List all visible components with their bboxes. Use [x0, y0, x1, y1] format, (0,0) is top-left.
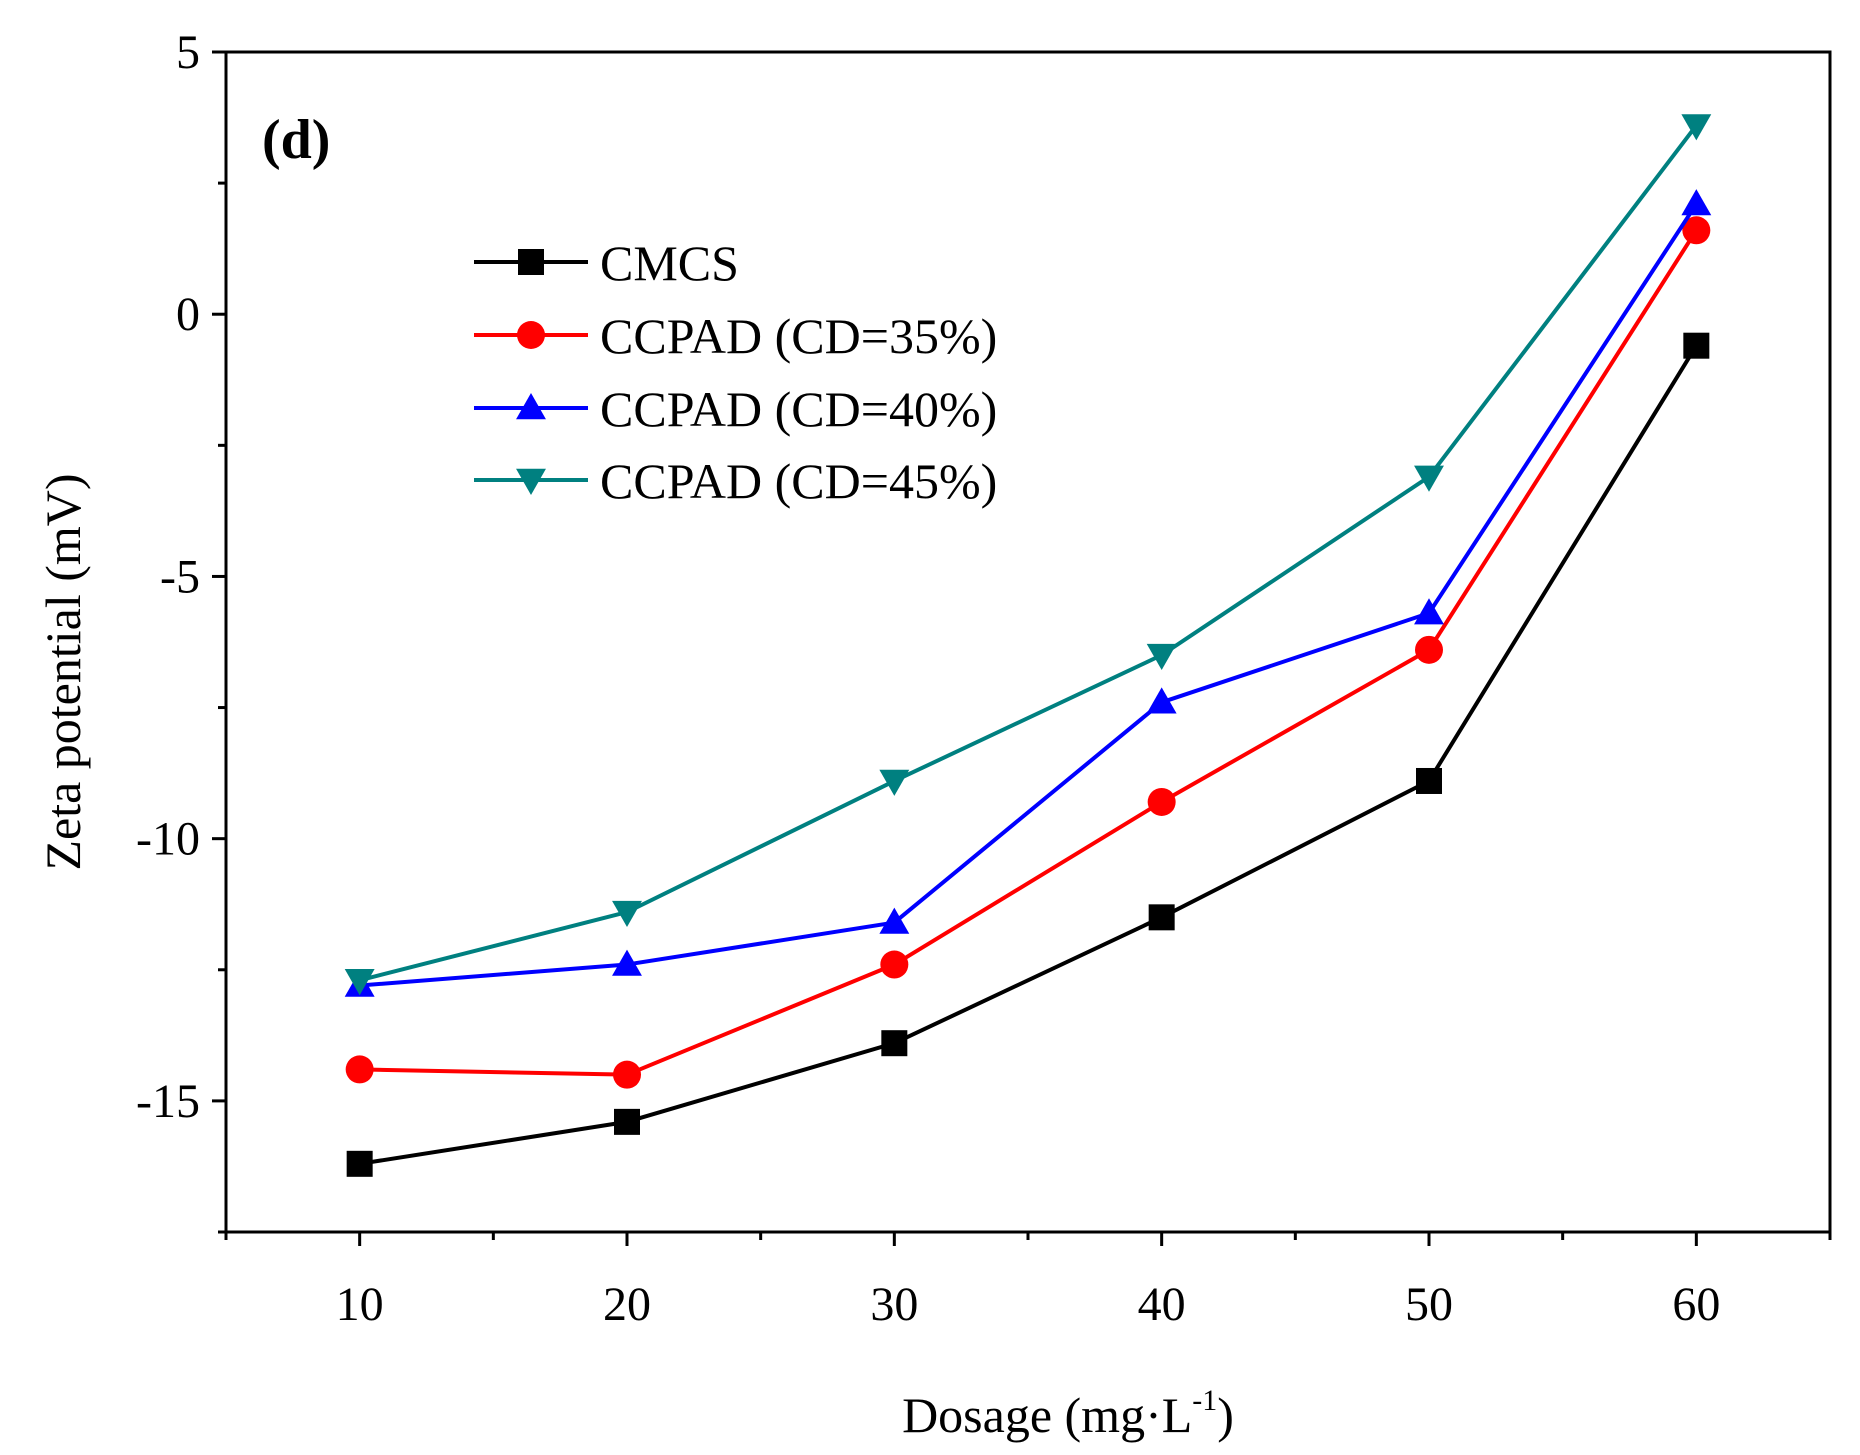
- legend-item-1: CMCS: [474, 235, 739, 291]
- panel-label: (d): [262, 109, 330, 171]
- legend-label: CCPAD (CD=45%): [600, 453, 997, 509]
- legend-item-4: CCPAD (CD=45%): [474, 453, 997, 509]
- legend-label: CCPAD (CD=35%): [600, 308, 997, 364]
- series-2: [345, 216, 1711, 1089]
- data-point: [879, 769, 910, 796]
- series-3: [344, 189, 1712, 997]
- series-line: [359, 124, 1698, 983]
- data-point: [1681, 189, 1712, 216]
- legend: CMCS CCPAD (CD=35%) CCPAD (CD=40%) CCPAD (C…: [474, 235, 997, 509]
- x-tick-label: 50: [1405, 1278, 1453, 1331]
- data-point: [879, 907, 910, 934]
- series-line: [359, 344, 1699, 1166]
- x-tick-label: 40: [1138, 1278, 1186, 1331]
- x-axis-title-close: ): [1217, 1387, 1234, 1443]
- x-axis-title-main: Dosage (mg·L: [902, 1387, 1192, 1443]
- data-point: [1682, 216, 1711, 245]
- y-tick-label: -15: [136, 1075, 200, 1128]
- data-point: [612, 949, 642, 976]
- legend-marker: [517, 321, 545, 349]
- legend-marker: [516, 468, 546, 495]
- y-tick-label: 5: [176, 26, 200, 79]
- data-point: [345, 1055, 374, 1084]
- data-point: [614, 1108, 640, 1135]
- x-tick-label: 60: [1672, 1278, 1720, 1331]
- y-tick-label: -10: [136, 813, 200, 866]
- series-line: [359, 202, 1699, 988]
- series-1: [346, 332, 1710, 1177]
- data-point: [1416, 767, 1442, 794]
- legend-item-3: CCPAD (CD=40%): [474, 381, 997, 437]
- data-point: [1414, 598, 1444, 625]
- data-point: [1683, 332, 1710, 359]
- data-point: [613, 1060, 641, 1089]
- data-point: [1147, 787, 1176, 816]
- data-point: [1146, 643, 1177, 671]
- data-point: [1681, 114, 1712, 141]
- data-point: [880, 950, 909, 979]
- series-layer: [344, 114, 1712, 1177]
- y-axis-title: Zeta potential (mV): [35, 473, 91, 870]
- x-tick-label: 30: [870, 1278, 918, 1331]
- x-tick-label: 10: [336, 1278, 384, 1331]
- series-line: [359, 229, 1699, 1077]
- y-tick-label: 0: [176, 288, 200, 341]
- legend-label: CMCS: [600, 235, 739, 291]
- data-point: [1146, 687, 1177, 714]
- plot-frame: [224, 50, 1832, 1234]
- series-4: [344, 114, 1712, 996]
- x-axis-title-superscript: -1: [1192, 1384, 1217, 1417]
- data-point: [1148, 904, 1175, 931]
- data-point: [881, 1030, 908, 1057]
- data-point: [612, 900, 642, 928]
- data-point: [1414, 465, 1444, 492]
- data-point: [1415, 635, 1443, 664]
- x-axis-title: Dosage (mg·L-1): [902, 1384, 1234, 1443]
- legend-marker: [516, 393, 546, 420]
- x-tick-label: 20: [603, 1278, 651, 1331]
- legend-label: CCPAD (CD=40%): [600, 381, 997, 437]
- legend-marker: [518, 249, 544, 275]
- data-point: [346, 1150, 373, 1177]
- legend-item-2: CCPAD (CD=35%): [474, 308, 997, 364]
- y-tick-label: -5: [160, 550, 200, 603]
- data-point: [344, 969, 375, 996]
